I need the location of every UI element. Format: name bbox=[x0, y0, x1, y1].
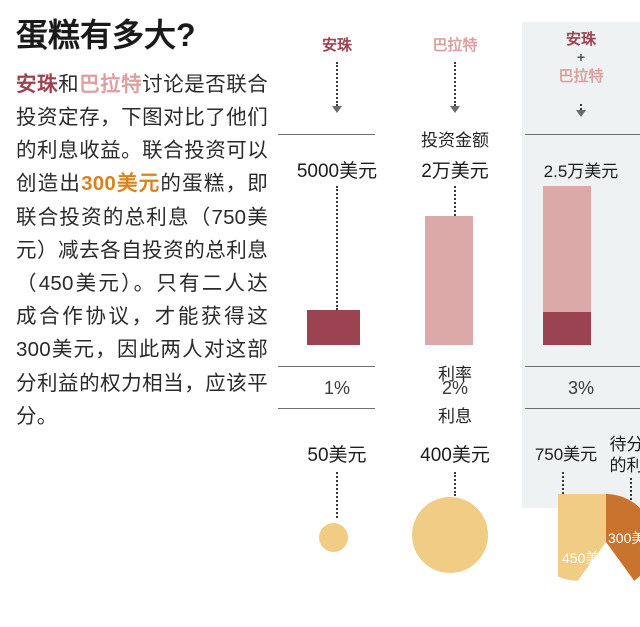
bar-combined-investment-light bbox=[543, 186, 591, 312]
circle-anzhu-interest bbox=[319, 523, 348, 552]
column-combined: 安珠 + 巴拉特 2.5万美元 3% 750美元 待分配 的利益 bbox=[522, 0, 640, 627]
column-title-balate: 巴拉特 bbox=[432, 37, 478, 54]
section-label-investment: 投资金额 bbox=[421, 131, 489, 150]
rule-interest-right bbox=[525, 408, 640, 409]
interest-value-anzhu: 50美元 bbox=[307, 445, 367, 466]
text-span-300usd: 300美元 bbox=[81, 172, 161, 196]
combined-title-line1: 安珠 bbox=[565, 31, 596, 48]
pie-slice-300 bbox=[606, 494, 640, 581]
rate-value-balate: 2% bbox=[441, 378, 468, 398]
pie-chart-interest-split: 450美元 300美元 bbox=[529, 484, 640, 590]
column-title-combined: 安珠 + 巴拉特 bbox=[522, 30, 640, 86]
pie-annotation-line2: 的利益 bbox=[609, 455, 640, 475]
combined-title-plus: + bbox=[576, 49, 586, 66]
chart-panel: 安珠 5000美元 1% 50美元 巴拉特 bbox=[278, 0, 640, 627]
article-paragraph: 安珠和巴拉特讨论是否联合投资定存，下图对比了他们的利息收益。联合投资可以创造出3… bbox=[16, 68, 268, 433]
section-label-rate: 利率 bbox=[438, 365, 472, 384]
text-span-mid: 讨论是否联合投资定存，下图对比了他们的利息收益。联合投资可以创造出 bbox=[16, 72, 268, 196]
text-span-tail: 的蛋糕，即联合投资的总利息（750美元）减去各自投资的总利息（450美元）。只有… bbox=[16, 172, 268, 428]
pie-label-300: 300美元 bbox=[608, 530, 640, 546]
text-span-anzhu: 安珠 bbox=[16, 72, 59, 96]
bar-anzhu-investment bbox=[307, 310, 360, 345]
interest-value-balate: 400美元 bbox=[420, 445, 490, 466]
bar-combined-investment-dark bbox=[543, 312, 591, 345]
investment-value-balate: 2万美元 bbox=[421, 161, 489, 182]
column-balate: 巴拉特 投资金额 2万美元 利率 2% 利息 400美元 bbox=[396, 0, 514, 627]
pie-label-450: 450美元 bbox=[562, 550, 614, 566]
pie-annotation: 待分配 的利益 bbox=[600, 435, 640, 476]
combined-title-line2: 巴拉特 bbox=[558, 68, 604, 86]
rate-value-anzhu: 1% bbox=[323, 378, 350, 398]
investment-value-anzhu: 5000美元 bbox=[296, 161, 378, 182]
circle-balate-interest bbox=[412, 497, 488, 573]
rule-investment-left bbox=[278, 134, 375, 135]
bar-balate-investment bbox=[425, 216, 473, 345]
interest-value-combined: 750美元 bbox=[534, 445, 598, 464]
rule-rate-left bbox=[278, 366, 375, 367]
rule-investment-right bbox=[525, 134, 640, 135]
rate-value-combined: 3% bbox=[567, 378, 594, 398]
page-title: 蛋糕有多大? bbox=[16, 17, 196, 53]
text-span-balate: 巴拉特 bbox=[79, 72, 143, 96]
text-span-he: 和 bbox=[58, 72, 80, 96]
article-column: 蛋糕有多大? 安珠和巴拉特讨论是否联合投资定存，下图对比了他们的利息收益。联合投… bbox=[16, 17, 268, 610]
rule-interest-left bbox=[278, 408, 375, 409]
column-title-anzhu: 安珠 bbox=[321, 37, 352, 54]
pie-annotation-line1: 待分配 bbox=[609, 435, 640, 454]
rule-rate-right bbox=[525, 366, 640, 367]
section-label-interest: 利息 bbox=[438, 407, 472, 426]
column-anzhu: 安珠 5000美元 1% 50美元 bbox=[278, 0, 396, 627]
investment-value-combined: 2.5万美元 bbox=[543, 162, 619, 181]
